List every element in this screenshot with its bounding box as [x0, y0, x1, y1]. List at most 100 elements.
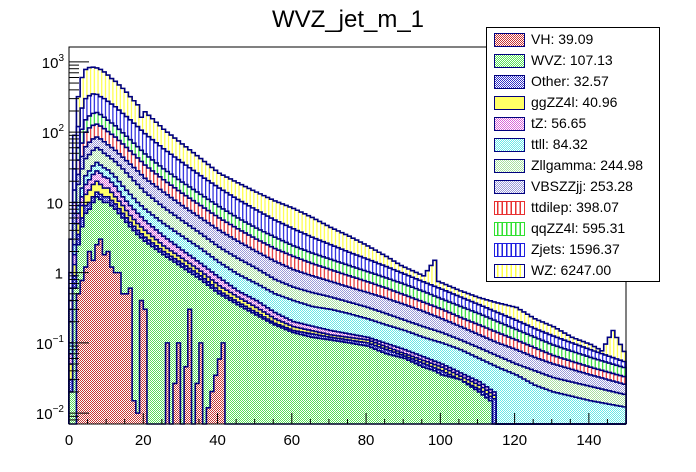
- y-tick-label: 10: [46, 195, 63, 212]
- legend-entry: Zjets: 1596.37: [487, 239, 659, 260]
- bar: [358, 344, 363, 424]
- legend-swatch: [494, 54, 525, 68]
- bar: [124, 293, 129, 424]
- bar: [436, 372, 441, 424]
- legend-swatch: [494, 201, 525, 215]
- bar: [473, 389, 478, 424]
- bar: [213, 290, 218, 424]
- bar: [388, 354, 393, 424]
- bar: [265, 320, 270, 424]
- bar: [544, 389, 549, 424]
- bar: [184, 269, 188, 424]
- legend-entry: ttll: 84.32: [487, 134, 659, 155]
- bar: [98, 239, 103, 424]
- bar: [310, 337, 315, 424]
- x-axis: 0 20 40 60 80 100 120 140: [65, 413, 627, 449]
- bar: [618, 406, 623, 424]
- legend-entry: VH: 39.09: [487, 29, 659, 50]
- bar: [165, 257, 170, 424]
- bar: [117, 272, 121, 424]
- bar: [418, 365, 422, 424]
- bar: [72, 288, 77, 424]
- bar: [250, 312, 255, 424]
- bar: [384, 353, 389, 424]
- legend-entry: qqZZ4l: 595.31: [487, 218, 659, 239]
- bar: [429, 369, 433, 424]
- legend-label: WZ: 6247.00: [531, 262, 612, 278]
- bar: [414, 363, 419, 424]
- bar: [574, 397, 578, 424]
- legend-label: Zjets: 1596.37: [531, 241, 620, 257]
- x-tick-label: 140: [576, 432, 601, 449]
- bar: [592, 401, 597, 424]
- bar: [570, 396, 575, 424]
- legend-label: ttdilep: 398.07: [531, 199, 619, 215]
- bar: [366, 346, 370, 424]
- x-tick-label: 80: [358, 432, 375, 449]
- legend-label: WVZ: 107.13: [531, 52, 613, 68]
- bar: [232, 302, 237, 424]
- bar-outline: [68, 111, 627, 424]
- bar: [187, 309, 192, 424]
- legend-swatch: [494, 75, 525, 89]
- bar: [466, 384, 471, 424]
- legend-label: VH: 39.09: [531, 31, 594, 47]
- legend-swatch: [494, 180, 525, 194]
- bar: [395, 356, 400, 424]
- bar: [484, 397, 489, 424]
- bar: [503, 370, 508, 424]
- bar: [317, 338, 322, 424]
- legend-label: qqZZ4l: 595.31: [531, 220, 626, 236]
- bar: [321, 338, 326, 424]
- bar: [69, 391, 73, 424]
- bar: [172, 262, 177, 424]
- bar: [555, 392, 560, 424]
- bar: [135, 234, 140, 424]
- bar: [559, 393, 563, 424]
- bar: [106, 251, 110, 424]
- bar: [362, 345, 367, 424]
- bar: [354, 344, 359, 424]
- bar: [128, 288, 133, 424]
- bar: [392, 355, 396, 424]
- bar: [562, 394, 567, 424]
- legend-entry: WVZ: 107.13: [487, 50, 659, 71]
- legend-entry: Other: 32.57: [487, 71, 659, 92]
- chart-title: WVZ_jet_m_1: [271, 6, 425, 33]
- bar: [432, 370, 437, 424]
- bar: [273, 324, 277, 424]
- bar-outline: [68, 180, 626, 425]
- bar: [488, 400, 493, 424]
- stacked-bars: [68, 66, 627, 425]
- bar-outline: [68, 170, 626, 425]
- bar: [113, 272, 118, 424]
- bar: [522, 379, 526, 424]
- bar-outline: [68, 191, 626, 425]
- bar: [132, 400, 136, 424]
- y-tick-label: 1: [55, 266, 63, 283]
- bar: [577, 398, 582, 424]
- bar: [284, 329, 289, 424]
- bar: [444, 375, 448, 424]
- bar-outline: [68, 196, 626, 425]
- bar: [195, 276, 199, 424]
- bar: [206, 407, 211, 424]
- x-tick-label: 60: [283, 432, 300, 449]
- bar: [421, 367, 426, 424]
- bar: [243, 308, 248, 424]
- bar: [440, 374, 445, 424]
- bar: [288, 331, 292, 424]
- series-vh: [69, 238, 626, 425]
- legend-entry: Zllgamma: 244.98: [487, 155, 659, 176]
- bar: [150, 246, 155, 424]
- legend-swatch: [494, 222, 525, 236]
- bar: [314, 337, 318, 424]
- bar: [172, 383, 177, 424]
- bar: [258, 316, 263, 424]
- legend-label: Zllgamma: 244.98: [531, 157, 644, 173]
- legend-entry: WZ: 6247.00: [487, 260, 659, 281]
- x-tick-label: 0: [65, 432, 73, 449]
- bar: [325, 339, 329, 424]
- legend-swatch: [494, 138, 525, 152]
- bar: [213, 375, 218, 424]
